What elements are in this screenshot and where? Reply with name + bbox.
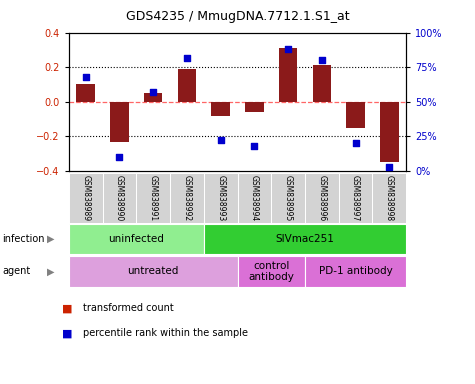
Text: GSM838991: GSM838991 [149, 175, 158, 221]
Point [82, 74, 89, 80]
Text: GSM838993: GSM838993 [216, 175, 225, 221]
Text: ■: ■ [62, 328, 72, 338]
Text: GDS4235 / MmugDNA.7712.1.S1_at: GDS4235 / MmugDNA.7712.1.S1_at [126, 10, 349, 23]
Bar [380, 102, 399, 162]
Bar [204, 173, 238, 223]
Text: GSM838989: GSM838989 [81, 175, 90, 221]
Bar [170, 173, 204, 223]
Text: GSM838998: GSM838998 [385, 175, 394, 221]
Text: transformed count: transformed count [83, 303, 174, 313]
Point [386, 164, 393, 170]
Bar [76, 84, 95, 102]
Bar [238, 256, 305, 287]
Text: ■: ■ [62, 303, 72, 313]
Bar [305, 173, 339, 223]
Text: GSM838990: GSM838990 [115, 175, 124, 221]
Point [116, 154, 124, 160]
Bar [245, 102, 264, 112]
Bar [69, 256, 238, 287]
Text: ▶: ▶ [47, 266, 54, 276]
Bar [136, 173, 170, 223]
Point [352, 140, 360, 146]
Bar [211, 102, 230, 116]
Text: ▶: ▶ [47, 234, 54, 244]
Bar [339, 173, 372, 223]
Point [284, 46, 292, 52]
Bar [110, 102, 129, 142]
Bar [313, 66, 331, 102]
Bar [279, 48, 297, 102]
Bar [271, 173, 305, 223]
Text: GSM838997: GSM838997 [351, 175, 360, 221]
Point [251, 143, 258, 149]
Text: GSM838995: GSM838995 [284, 175, 293, 221]
Bar [69, 224, 204, 254]
Bar [372, 173, 406, 223]
Text: infection: infection [2, 234, 45, 244]
Bar [69, 173, 103, 223]
Point [149, 89, 157, 95]
Text: GSM838992: GSM838992 [182, 175, 191, 221]
Bar [144, 93, 162, 102]
Text: control
antibody: control antibody [248, 261, 294, 282]
Point [217, 137, 224, 144]
Text: untreated: untreated [127, 266, 179, 276]
Bar [346, 102, 365, 128]
Bar [238, 173, 271, 223]
Text: SIVmac251: SIVmac251 [276, 234, 334, 244]
Bar [178, 69, 196, 102]
Text: uninfected: uninfected [108, 234, 164, 244]
Bar [103, 173, 136, 223]
Bar [305, 256, 406, 287]
Text: agent: agent [2, 266, 30, 276]
Point [183, 55, 191, 61]
Text: GSM838996: GSM838996 [317, 175, 326, 221]
Point [318, 57, 326, 63]
Text: GSM838994: GSM838994 [250, 175, 259, 221]
Text: percentile rank within the sample: percentile rank within the sample [83, 328, 248, 338]
Bar [204, 224, 406, 254]
Text: PD-1 antibody: PD-1 antibody [319, 266, 392, 276]
